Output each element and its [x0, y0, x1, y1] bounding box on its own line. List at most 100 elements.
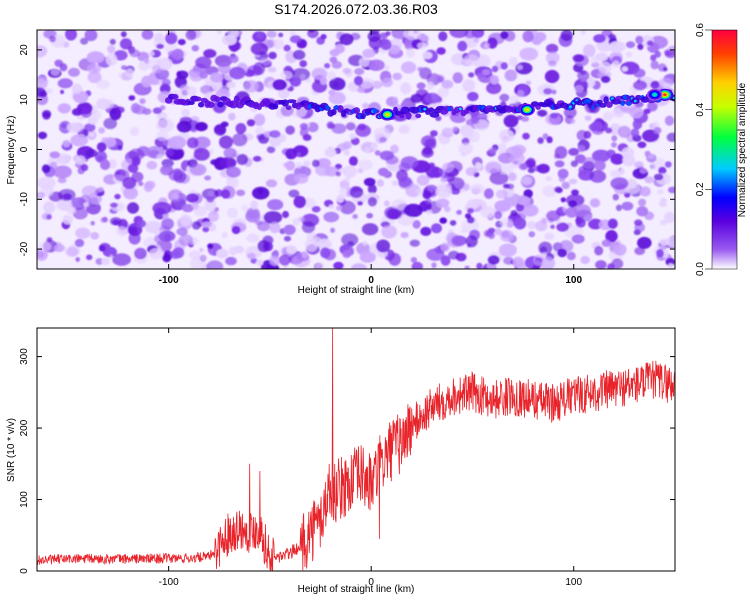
- noise-blob: [359, 251, 376, 263]
- noise-blob: [133, 105, 147, 115]
- noise-blob: [209, 250, 214, 255]
- noise-blob: [37, 131, 48, 140]
- noise-blob: [204, 198, 217, 212]
- noise-blob: [406, 47, 415, 58]
- spectral-peak: [385, 113, 390, 116]
- noise-blob: [526, 157, 536, 169]
- noise-blob: [269, 130, 281, 138]
- noise-blob: [430, 130, 438, 137]
- noise-blob: [289, 35, 302, 44]
- noise-blob: [439, 217, 448, 224]
- ridge-highlight: [672, 96, 675, 100]
- noise-blob: [546, 136, 553, 144]
- noise-blob: [333, 261, 344, 269]
- noise-blob: [544, 232, 555, 241]
- noise-blob: [176, 227, 188, 236]
- noise-blob: [185, 30, 197, 41]
- noise-blob: [227, 30, 239, 38]
- noise-blob: [380, 39, 392, 51]
- snr-line: [37, 328, 675, 571]
- noise-blob: [306, 113, 311, 118]
- noise-blob: [374, 150, 381, 156]
- noise-blob: [473, 37, 480, 43]
- noise-blob: [464, 113, 472, 120]
- noise-blob: [339, 200, 356, 215]
- noise-blob: [342, 67, 351, 74]
- noise-blob: [272, 249, 279, 256]
- noise-blob: [345, 122, 356, 131]
- noise-blob: [211, 80, 223, 91]
- noise-blob: [186, 86, 197, 97]
- noise-blob: [431, 262, 437, 269]
- noise-blob: [607, 263, 615, 269]
- noise-blob: [75, 227, 91, 239]
- noise-blob: [381, 225, 397, 239]
- noise-blob: [256, 31, 264, 39]
- noise-blob: [605, 127, 613, 134]
- noise-blob: [359, 57, 371, 68]
- colorbar-tick-label: 0.6: [695, 23, 706, 37]
- noise-blob: [483, 229, 494, 238]
- noise-blob: [646, 40, 654, 46]
- noise-blob: [664, 211, 675, 223]
- ridge-blob: [207, 101, 215, 108]
- noise-blob: [193, 148, 210, 161]
- noise-blob: [444, 206, 451, 213]
- noise-blob: [424, 92, 440, 104]
- noise-blob: [268, 51, 277, 60]
- noise-blob: [342, 141, 352, 150]
- noise-blob: [71, 83, 83, 94]
- noise-blob: [109, 254, 114, 260]
- noise-blob: [383, 200, 390, 207]
- noise-blob: [462, 79, 476, 92]
- noise-blob: [499, 93, 510, 102]
- noise-blob: [186, 193, 199, 203]
- noise-blob: [57, 103, 71, 114]
- noise-blob: [243, 80, 259, 93]
- noise-blob: [100, 159, 111, 170]
- colorbar-tick-label: 0.0: [695, 262, 706, 276]
- noise-blob: [608, 41, 626, 53]
- noise-blob: [412, 220, 421, 229]
- noise-blob: [490, 75, 499, 85]
- noise-blob: [250, 200, 259, 210]
- noise-blob: [110, 202, 118, 208]
- ridge-highlight: [627, 101, 631, 106]
- noise-blob: [78, 133, 85, 139]
- noise-blob: [84, 123, 96, 132]
- noise-blob: [250, 258, 258, 264]
- noise-blob: [250, 42, 269, 56]
- noise-blob: [143, 58, 150, 64]
- noise-blob: [666, 132, 675, 142]
- noise-blob: [210, 72, 224, 83]
- noise-blob: [666, 236, 675, 248]
- noise-blob: [37, 45, 48, 58]
- noise-blob: [129, 49, 141, 58]
- noise-blob: [538, 241, 553, 255]
- noise-blob: [550, 112, 558, 119]
- noise-blob: [136, 219, 147, 228]
- ridge-blob: [187, 100, 195, 105]
- noise-blob: [595, 52, 608, 62]
- noise-blob: [98, 127, 105, 134]
- noise-blob: [428, 162, 435, 168]
- noise-blob: [118, 72, 123, 78]
- colorbar-tick-label: 0.2: [695, 182, 706, 196]
- noise-blob: [49, 35, 56, 43]
- noise-blob: [403, 30, 422, 40]
- noise-blob: [367, 30, 381, 42]
- noise-blob: [204, 175, 212, 181]
- noise-blob: [487, 255, 500, 265]
- noise-blob: [156, 118, 175, 133]
- noise-blob: [422, 190, 432, 200]
- noise-blob: [367, 196, 377, 207]
- noise-blob: [315, 262, 325, 269]
- noise-blob: [508, 57, 519, 67]
- noise-blob: [285, 125, 295, 135]
- noise-blob: [464, 265, 470, 269]
- noise-blob: [306, 122, 319, 133]
- noise-blob: [455, 252, 467, 262]
- noise-blob: [296, 252, 303, 259]
- noise-blob: [232, 133, 248, 147]
